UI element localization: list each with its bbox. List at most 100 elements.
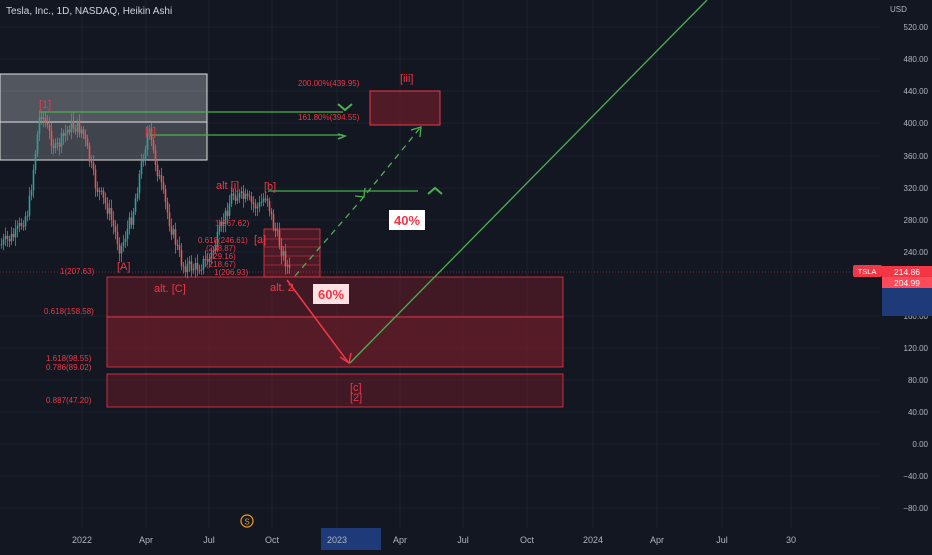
candle-body (168, 212, 171, 227)
fib-label: 1(206.93) (214, 268, 249, 277)
projections (40, 0, 708, 365)
candle-body (32, 169, 35, 191)
time-tick-label: 30 (786, 535, 796, 545)
candle-body (204, 259, 207, 261)
candle-body (192, 269, 195, 271)
candle-body (218, 226, 221, 232)
candle-body (166, 201, 169, 213)
candle-body (24, 216, 27, 227)
candle-body (10, 233, 13, 242)
candle-body (116, 232, 119, 245)
time-tick-label: Apr (139, 535, 153, 545)
candle-body (212, 250, 215, 253)
time-highlight (321, 528, 381, 550)
price-tick-label: 480.00 (904, 55, 929, 64)
candle-body (264, 198, 267, 200)
candle-body (246, 193, 249, 196)
candle-body (124, 238, 127, 243)
candle-body (194, 262, 197, 270)
candle-body (54, 143, 57, 149)
candle-body (30, 190, 33, 196)
price-tick-label: 160.00 (904, 312, 929, 321)
candle-body (240, 191, 243, 193)
candle-body (92, 162, 95, 170)
candle-body (36, 134, 39, 154)
candle-body (142, 160, 145, 162)
candle-body (200, 269, 203, 271)
candle-body (174, 229, 177, 245)
time-tick-label: Jul (457, 535, 469, 545)
time-tick-label: Jul (203, 535, 215, 545)
candle-body (146, 133, 149, 150)
time-tick-label: Oct (520, 535, 535, 545)
candle-body (106, 203, 109, 214)
candle-body (284, 251, 287, 267)
candle-body (248, 195, 251, 197)
wave-label: [2] (350, 392, 362, 404)
candle-body (158, 175, 161, 177)
candle-body (64, 132, 67, 136)
wave-label: alt [i] (216, 180, 239, 192)
candle-body (206, 259, 209, 262)
candle-body (138, 174, 141, 194)
candle-body (100, 190, 103, 192)
candle-body (254, 204, 257, 209)
candle-body (160, 175, 163, 183)
candle-body (202, 259, 205, 270)
long-term-projection (349, 0, 708, 364)
candle-body (134, 198, 137, 212)
wave-labels: [1] [ii] [iii] [A] alt. [C] alt [i] [b] … (39, 73, 413, 404)
bear-scenario-path (286, 279, 349, 363)
wave-label: [A] (117, 261, 130, 273)
candle-body (96, 188, 99, 192)
candle-body (18, 222, 21, 226)
candle-body (280, 245, 283, 256)
zone-wave-a (263, 228, 321, 278)
candle-body (60, 133, 63, 147)
second-price-bg (882, 277, 932, 288)
candle-body (232, 193, 235, 196)
candle-body (122, 242, 125, 247)
candle-body (164, 189, 167, 202)
candle-body (70, 120, 73, 133)
candle-body (198, 270, 201, 272)
candle-body (8, 239, 11, 242)
candle-body (216, 231, 219, 247)
candle-body (222, 221, 225, 225)
fib-label: 200.00%(439.95) (298, 79, 360, 88)
candle-body (72, 120, 75, 129)
candle-body (180, 250, 183, 266)
price-tick-label: −80.00 (903, 504, 928, 513)
price-tick-label: 400.00 (904, 119, 929, 128)
price-axis[interactable]: USD 520.00 480.00 440.00 400.00 360.00 320.00… (853, 0, 932, 528)
badge-60-bg (313, 284, 349, 304)
candle-body (12, 233, 15, 238)
candle-body (42, 117, 45, 120)
candle-body (188, 261, 191, 264)
candle-body (68, 129, 71, 133)
time-axis[interactable]: 2022 Apr Jul Oct 2023 Apr Jul Oct 2024 Apr Jul 30 S (0, 514, 932, 550)
price-highlight (882, 288, 932, 316)
badge-40: 40% (394, 213, 420, 228)
fib-labels: 200.00%(439.95) 161.80%(394.55) 1(267.62… (44, 79, 360, 405)
candle-body (16, 225, 19, 229)
candle-body (40, 117, 43, 120)
bull-arrow-2 (410, 126, 422, 138)
candle-body (186, 263, 189, 273)
candle-body (262, 198, 265, 202)
candle-body (154, 150, 157, 165)
dividend-event-icon[interactable] (240, 514, 254, 528)
time-tick-label: Apr (393, 535, 407, 545)
candle-body (256, 206, 259, 209)
candle-body (148, 128, 151, 134)
last-price-label: 214.86 (894, 267, 920, 277)
arrow-up-1 (337, 103, 353, 112)
candle-body (2, 239, 5, 245)
price-tick-label: 320.00 (904, 184, 929, 193)
price-tick-label: 0.00 (912, 440, 928, 449)
candle-body (56, 142, 59, 144)
badge-60: 60% (318, 287, 344, 302)
